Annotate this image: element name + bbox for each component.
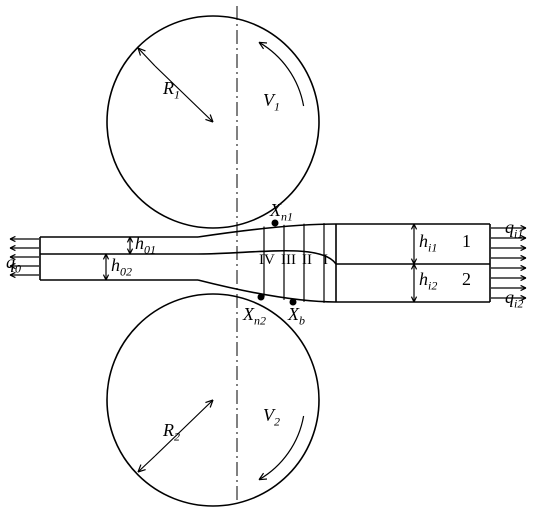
label-q0: q0 <box>6 252 21 277</box>
label-R2: R2 <box>163 420 180 445</box>
zone-II: II <box>302 252 312 269</box>
label-R1: R1 <box>163 78 180 103</box>
label-hi2: hi2 <box>419 269 437 294</box>
label-qi2: qi2 <box>505 287 523 312</box>
label-Xb: Xb <box>288 304 305 329</box>
zone-IV: IV <box>259 252 275 269</box>
label-h01: h01 <box>135 233 156 258</box>
label-Xn1: Xn1 <box>270 200 293 225</box>
zone-III: III <box>281 252 296 269</box>
label-Xn2: Xn2 <box>243 304 266 329</box>
label-V1: V1 <box>263 90 280 115</box>
label-hi1: hi1 <box>419 231 437 256</box>
label-h02: h02 <box>111 255 132 280</box>
zone-I: I <box>323 252 328 269</box>
label-V2: V2 <box>263 405 280 430</box>
label-layer-2: 2 <box>462 269 471 290</box>
label-qi1: qi1 <box>505 217 523 242</box>
label-layer-1: 1 <box>462 231 471 252</box>
